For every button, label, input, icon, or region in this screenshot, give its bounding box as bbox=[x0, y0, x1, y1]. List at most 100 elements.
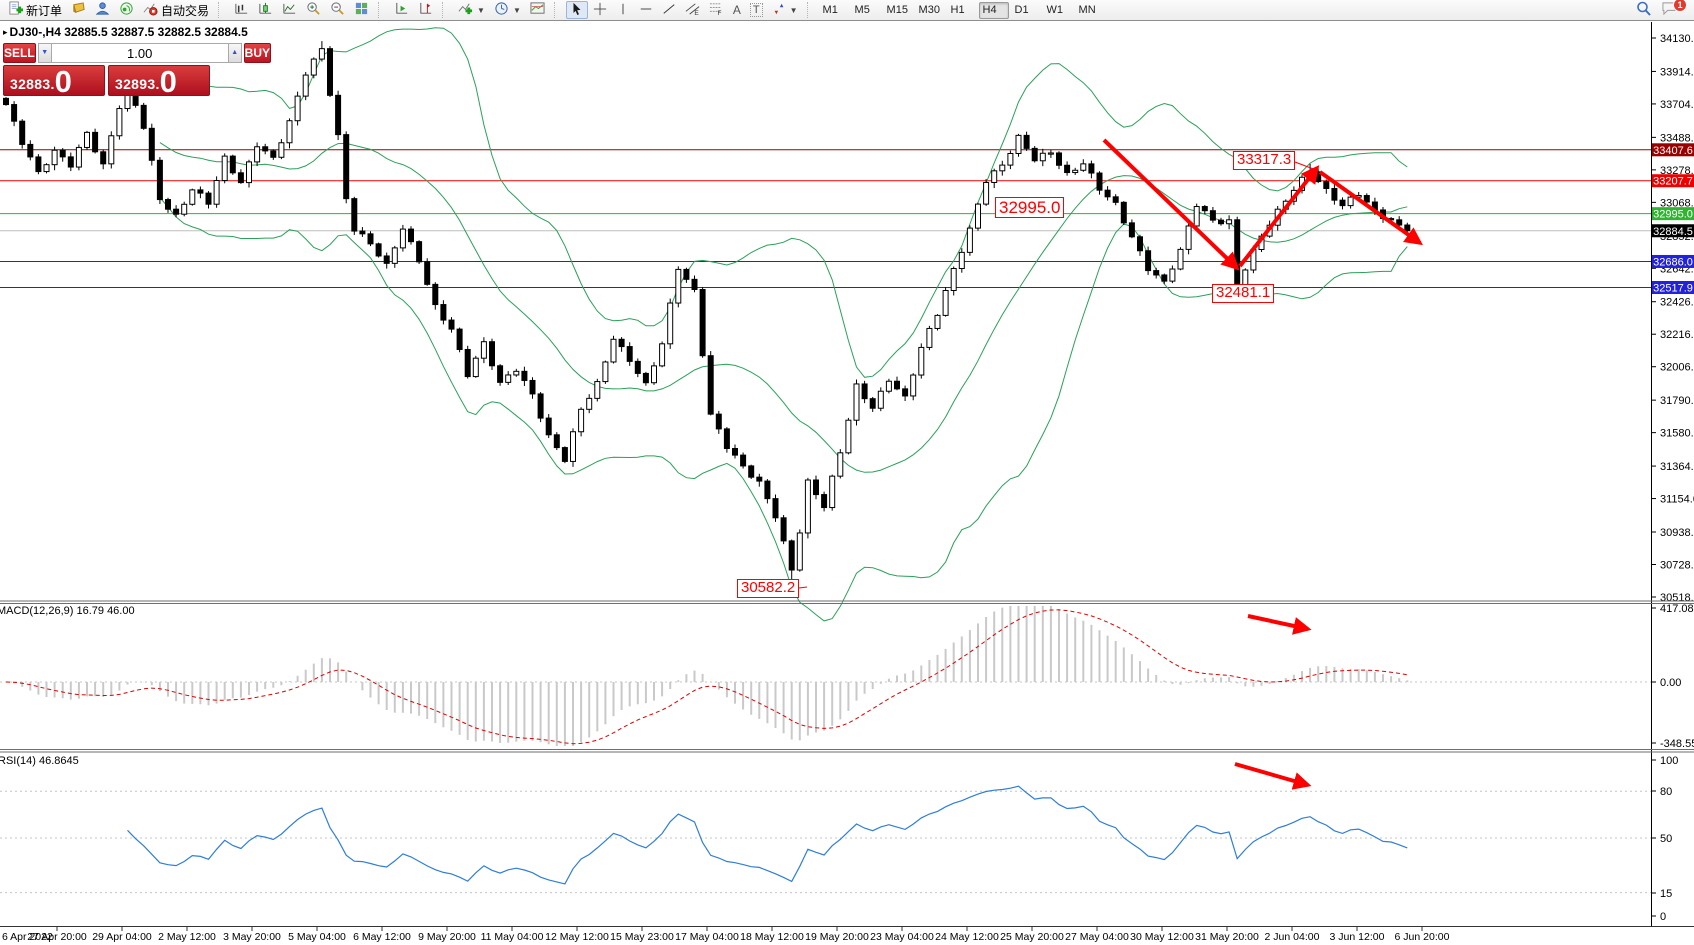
svg-text:31364.0: 31364.0 bbox=[1660, 461, 1694, 473]
timeframe-button-M5[interactable]: M5 bbox=[851, 2, 881, 19]
auto-trading-button[interactable]: 自动交易 bbox=[139, 1, 213, 19]
macd-values: 16.79 46.00 bbox=[76, 605, 135, 617]
signals-icon bbox=[119, 1, 134, 19]
sell-button[interactable]: SELL bbox=[3, 43, 36, 63]
fibonacci-button[interactable]: F bbox=[705, 1, 728, 19]
annotation-label-32995[interactable]: 32995.0 bbox=[995, 197, 1065, 219]
chart-shift-button[interactable] bbox=[414, 1, 437, 19]
svg-text:15 May 23:00: 15 May 23:00 bbox=[610, 931, 674, 943]
svg-text:33207.7: 33207.7 bbox=[1653, 176, 1693, 188]
text-label-icon: T bbox=[749, 3, 763, 17]
svg-text:32426.0: 32426.0 bbox=[1660, 297, 1694, 309]
toolbar-separator bbox=[806, 2, 815, 18]
search-button[interactable] bbox=[1632, 1, 1656, 19]
buy-button[interactable]: BUY bbox=[243, 43, 272, 63]
deposit-button[interactable] bbox=[67, 1, 90, 19]
bid-price-big-digit: 0 bbox=[54, 65, 72, 96]
timeframe-button-D1[interactable]: D1 bbox=[1011, 2, 1041, 19]
trendline-icon bbox=[662, 2, 676, 19]
svg-text:3 May 20:00: 3 May 20:00 bbox=[223, 931, 281, 943]
bar-chart-button[interactable] bbox=[230, 1, 253, 19]
bid-dot: . bbox=[50, 76, 55, 92]
cursor-icon bbox=[570, 2, 584, 19]
rsi-line bbox=[127, 785, 1408, 885]
one-click-trading-panel: SELL ▼ ▲ BUY 32883.0 32893.0 bbox=[3, 43, 272, 96]
macd-histogram bbox=[13, 606, 1409, 746]
community-button[interactable] bbox=[91, 1, 114, 19]
horizontal-line-icon bbox=[639, 2, 653, 19]
crosshair-button[interactable] bbox=[589, 1, 611, 19]
signals-button[interactable] bbox=[115, 1, 138, 19]
candlestick-button[interactable] bbox=[254, 1, 277, 19]
svg-text:3 Jun 12:00: 3 Jun 12:00 bbox=[1330, 931, 1385, 943]
templates-button[interactable] bbox=[526, 1, 549, 19]
svg-text:19 May 20:00: 19 May 20:00 bbox=[805, 931, 869, 943]
zoom-out-button[interactable] bbox=[326, 1, 349, 19]
cursor-button[interactable] bbox=[565, 1, 588, 19]
horizontal-line-button[interactable] bbox=[635, 1, 657, 19]
periods-button[interactable]: ▼ bbox=[490, 1, 525, 19]
timeframe-button-M30[interactable]: M30 bbox=[915, 2, 945, 19]
svg-text:33407.6: 33407.6 bbox=[1653, 145, 1693, 157]
svg-text:0: 0 bbox=[1660, 911, 1666, 923]
zoom-out-icon bbox=[330, 1, 345, 19]
svg-text:30938.0: 30938.0 bbox=[1660, 527, 1694, 539]
auto-trading-icon bbox=[143, 1, 158, 19]
annotation-label-32481[interactable]: 32481.1 bbox=[1212, 284, 1275, 303]
auto-scroll-button[interactable] bbox=[390, 1, 413, 19]
clock-icon bbox=[494, 1, 509, 19]
line-chart-button[interactable] bbox=[278, 1, 301, 19]
auto-scroll-icon bbox=[394, 1, 409, 19]
volume-decrease-button[interactable]: ▼ bbox=[37, 43, 52, 63]
svg-text:29 Apr 04:00: 29 Apr 04:00 bbox=[92, 931, 152, 943]
svg-text:33068.0: 33068.0 bbox=[1660, 197, 1694, 209]
timeframe-button-M1[interactable]: M1 bbox=[819, 2, 849, 19]
svg-text:32517.9: 32517.9 bbox=[1653, 282, 1693, 294]
tile-windows-button[interactable] bbox=[350, 1, 373, 19]
ask-price-box[interactable]: 32893. 0 bbox=[108, 65, 210, 96]
timeframe-button-H4[interactable]: H4 bbox=[978, 1, 1009, 19]
chart-title: ▸ DJ30-,H4 32885.5 32887.5 32882.5 32884.… bbox=[3, 25, 248, 39]
svg-text:30 May 12:00: 30 May 12:00 bbox=[1130, 931, 1194, 943]
volume-input[interactable] bbox=[51, 43, 228, 63]
timeframe-button-M15[interactable]: M15 bbox=[883, 2, 913, 19]
channel-button[interactable]: E bbox=[681, 1, 704, 19]
text-icon: A bbox=[732, 3, 741, 17]
new-order-button[interactable]: 新订单 bbox=[4, 1, 66, 19]
tile-windows-icon bbox=[354, 1, 369, 19]
macd-name: MACD(12,26,9) bbox=[0, 605, 74, 617]
annotation-label-30582[interactable]: 30582.2 bbox=[737, 579, 800, 598]
volume-stepper: ▼ ▲ bbox=[37, 43, 242, 63]
new-order-icon bbox=[8, 1, 23, 19]
svg-text:27 May 04:00: 27 May 04:00 bbox=[1065, 931, 1129, 943]
timeframe-button-MN[interactable]: MN bbox=[1075, 2, 1105, 19]
text-label-button[interactable]: T bbox=[746, 1, 767, 19]
candlestick-icon bbox=[258, 1, 273, 19]
trendline-button[interactable] bbox=[658, 1, 680, 19]
svg-text:417.08: 417.08 bbox=[1660, 603, 1694, 615]
channel-icon: E bbox=[685, 1, 700, 19]
timeframe-button-W1[interactable]: W1 bbox=[1043, 2, 1073, 19]
auto-trading-label: 自动交易 bbox=[161, 3, 210, 18]
zoom-in-button[interactable] bbox=[302, 1, 325, 19]
profile-icon bbox=[95, 1, 110, 19]
svg-text:80: 80 bbox=[1660, 786, 1672, 798]
volume-increase-button[interactable]: ▲ bbox=[227, 43, 242, 63]
svg-text:31 May 20:00: 31 May 20:00 bbox=[1195, 931, 1259, 943]
toolbar: 新订单 自动交易 ▼ ▼ E bbox=[0, 0, 1694, 21]
chat-badge: 1 bbox=[1673, 0, 1687, 12]
timeframe-button-H1[interactable]: H1 bbox=[947, 2, 977, 19]
zoom-in-icon bbox=[306, 1, 321, 19]
ohlc-values: 32885.5 32887.5 32882.5 32884.5 bbox=[64, 25, 248, 39]
indicators-button[interactable]: ▼ bbox=[454, 1, 489, 19]
svg-text:6 May 12:00: 6 May 12:00 bbox=[353, 931, 411, 943]
text-button[interactable]: A bbox=[729, 1, 745, 19]
vertical-line-button[interactable] bbox=[612, 1, 634, 19]
gold-icon bbox=[71, 1, 86, 19]
chat-button[interactable]: 1 bbox=[1657, 0, 1687, 19]
arrows-button[interactable]: ▼ bbox=[768, 1, 802, 19]
bid-price-box[interactable]: 32883. 0 bbox=[3, 65, 105, 96]
annotation-label-33317[interactable]: 33317.3 bbox=[1233, 151, 1296, 170]
svg-text:18 May 12:00: 18 May 12:00 bbox=[740, 931, 804, 943]
